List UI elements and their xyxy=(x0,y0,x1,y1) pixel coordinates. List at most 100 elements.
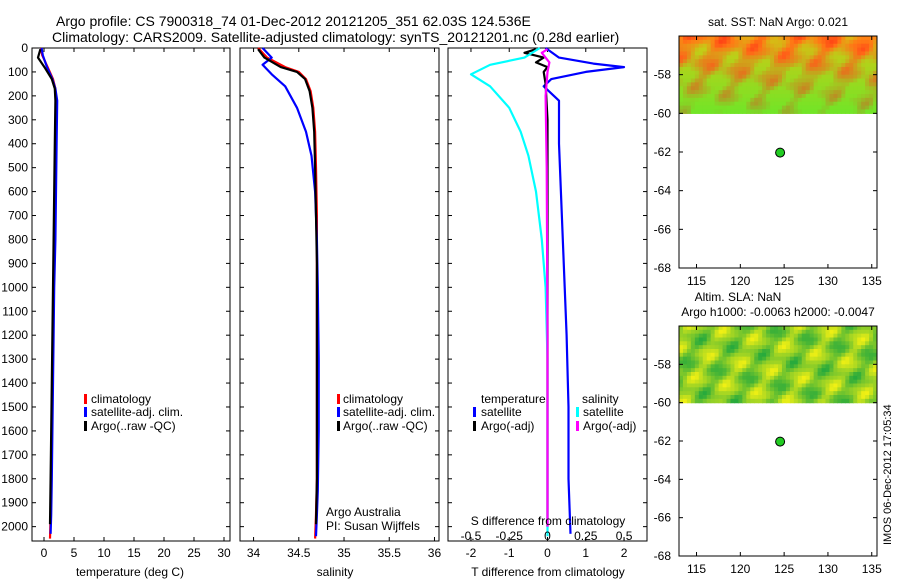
heatmap-cell xyxy=(766,352,771,358)
heatmap-cell xyxy=(686,86,692,91)
heatmap-cell xyxy=(793,337,799,342)
heatmap-cell xyxy=(722,341,728,346)
heatmap-cell xyxy=(770,379,775,385)
heatmap-cell xyxy=(865,97,870,103)
heatmap-cell xyxy=(682,74,688,80)
heatmap-cell xyxy=(857,86,862,91)
heatmap-cell xyxy=(770,391,775,396)
legend-label: climatology xyxy=(91,392,151,406)
legend-label: Argo(..raw -QC) xyxy=(91,419,176,433)
map-y-tick-label: -60 xyxy=(654,396,672,410)
heatmap-cell xyxy=(706,356,712,362)
map-y-tick-label: -62 xyxy=(654,434,672,448)
heatmap-cell xyxy=(841,349,846,354)
heatmap-cell xyxy=(857,101,862,107)
heatmap-cell xyxy=(833,345,838,350)
heatmap-cell xyxy=(809,55,815,60)
heatmap-cell xyxy=(821,345,827,350)
heatmap-cell xyxy=(734,387,739,392)
heatmap-cell xyxy=(714,337,720,342)
heatmap-cell xyxy=(825,78,831,83)
heatmap-cell xyxy=(730,352,736,358)
heatmap-cell xyxy=(718,326,724,331)
heatmap-cell xyxy=(742,74,747,80)
heatmap-cell xyxy=(853,379,858,385)
heatmap-cell xyxy=(849,375,854,381)
heatmap-cell xyxy=(726,387,732,392)
heatmap-cell xyxy=(762,326,767,331)
heatmap-cell xyxy=(750,333,755,339)
heatmap-cell xyxy=(785,333,791,339)
heatmap-cell xyxy=(754,360,759,365)
heatmap-cell xyxy=(746,63,751,68)
heatmap-cell xyxy=(754,94,759,99)
heatmap-cell xyxy=(817,51,823,56)
heatmap-cell xyxy=(746,352,751,358)
heatmap-cell xyxy=(865,360,870,365)
heatmap-cell xyxy=(845,82,850,87)
heatmap-cell xyxy=(797,63,803,68)
heatmap-cell xyxy=(774,101,779,107)
heatmap-cell xyxy=(845,66,850,72)
heatmap-cell xyxy=(785,97,791,103)
heatmap-cell xyxy=(857,387,862,392)
heatmap-cell xyxy=(714,341,720,346)
heatmap-cell xyxy=(738,352,743,358)
heatmap-cell xyxy=(710,379,716,385)
heatmap-cell xyxy=(714,352,720,358)
depth-tick-label: 500 xyxy=(8,161,28,175)
heatmap-cell xyxy=(817,90,823,95)
heatmap-cell xyxy=(774,97,779,103)
heatmap-cell xyxy=(758,51,763,56)
heatmap-cell xyxy=(778,66,783,72)
heatmap-cell xyxy=(698,39,704,45)
heatmap-cell xyxy=(805,74,811,80)
heatmap-cell xyxy=(845,51,850,56)
heatmap-cell xyxy=(679,349,684,354)
heatmap-cell xyxy=(738,337,743,342)
heatmap-cell xyxy=(722,375,728,381)
heatmap-cell xyxy=(789,326,795,331)
x-tick-label: 35.5 xyxy=(378,546,402,560)
heatmap-cell xyxy=(789,101,795,107)
heatmap-cell xyxy=(861,337,866,342)
heatmap-cell xyxy=(742,329,747,335)
heatmap-cell xyxy=(750,109,755,114)
heatmap-cell xyxy=(789,66,795,72)
heatmap-cell xyxy=(754,39,759,45)
heatmap-cell xyxy=(714,109,720,114)
heatmap-cell xyxy=(869,86,874,91)
heatmap-cell xyxy=(849,66,854,72)
heatmap-cell xyxy=(694,66,700,72)
heatmap-cell xyxy=(841,395,846,400)
heatmap-cell xyxy=(738,97,743,103)
heatmap-cell xyxy=(833,51,838,56)
heatmap-cell xyxy=(813,90,819,95)
heatmap-cell xyxy=(766,94,771,99)
heatmap-cell xyxy=(742,90,747,95)
heatmap-cell xyxy=(734,360,739,365)
heatmap-cell xyxy=(702,90,708,95)
heatmap-cell xyxy=(825,94,831,99)
heatmap-cell xyxy=(726,39,732,45)
heatmap-cell xyxy=(770,364,775,369)
heatmap-cell xyxy=(841,59,846,64)
heatmap-cell xyxy=(861,372,866,377)
heatmap-cell xyxy=(813,395,819,400)
heatmap-cell xyxy=(714,39,720,45)
heatmap-cell xyxy=(742,63,747,68)
heatmap-cell xyxy=(722,105,728,111)
heatmap-cell xyxy=(857,70,862,76)
heatmap-cell xyxy=(758,55,763,60)
heatmap-cell xyxy=(813,94,819,99)
heatmap-cell xyxy=(853,356,858,362)
heatmap-cell xyxy=(789,109,795,114)
heatmap-cell xyxy=(722,63,728,68)
heatmap-cell xyxy=(698,364,704,369)
heatmap-cell xyxy=(865,74,870,80)
heatmap-cell xyxy=(722,70,728,76)
top-tick-label: -0.25 xyxy=(496,529,524,543)
heatmap-cell xyxy=(817,345,823,350)
heatmap-cell xyxy=(789,55,795,60)
heatmap-cell xyxy=(746,337,751,342)
